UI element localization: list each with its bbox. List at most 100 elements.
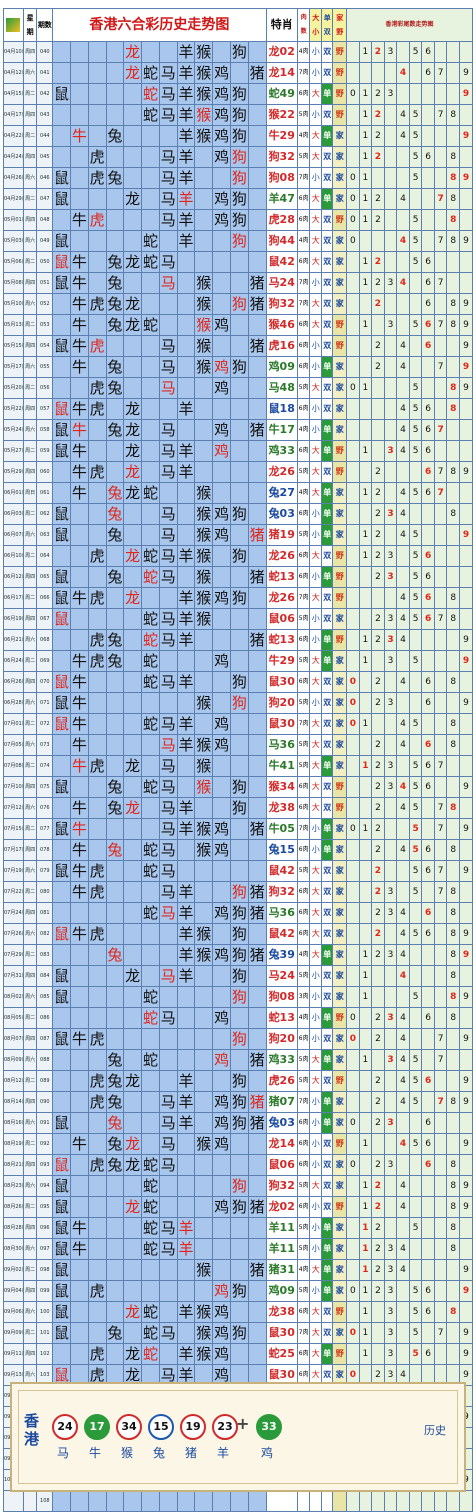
digit-cell: 6 [421, 1301, 435, 1323]
zodiac-cell-empty [247, 650, 267, 672]
zodiac-cell: 狗 [229, 503, 249, 525]
wuxing-cell: 6肉 [296, 188, 311, 210]
digit-cell-empty [358, 1007, 373, 1029]
zodiac-cell-empty [123, 944, 143, 966]
oddeven-cell: 双 [320, 461, 334, 483]
zodiac-cell-empty [123, 125, 143, 147]
digit-cell-empty [408, 692, 423, 714]
zodiac-cell-empty [194, 650, 214, 672]
digit-cell-empty [358, 902, 373, 924]
digit-cell-empty [346, 860, 360, 882]
row-date: 08月02日 [3, 986, 24, 1008]
digit-cell: 0 [346, 1322, 360, 1344]
digit-cell-empty [358, 1490, 373, 1512]
banner-plus: + [236, 1414, 250, 1433]
bigsmall-cell: 大 [309, 1049, 322, 1071]
zodiac-cell-empty [105, 1364, 125, 1386]
zodiac-cell-empty [123, 167, 143, 189]
digit-cell: 6 [421, 1343, 435, 1365]
digit-cell-empty [408, 1028, 423, 1050]
zodiac-cell-empty [69, 1343, 89, 1365]
oddeven-cell: 双 [320, 776, 334, 798]
digit-cell: 5 [408, 1091, 423, 1113]
digit-cell: 9 [458, 629, 474, 651]
zodiac-cell: 牛 [69, 482, 89, 504]
table-row: 05月27日周二059鼠牛龙马羊鸡鸡336肉大单野13456 [3, 440, 474, 462]
digit-cell-empty [358, 776, 373, 798]
zodiac-cell-empty [87, 776, 107, 798]
digit-cell: 4 [396, 965, 410, 987]
digit-cell-empty [346, 104, 360, 126]
zodiac-cell: 蛇 [141, 860, 160, 882]
domestic-cell: 野 [332, 1301, 348, 1323]
zodiac-cell: 狗 [229, 146, 249, 168]
digit-cell-empty [446, 1259, 460, 1281]
zodiac-cell-empty [141, 125, 160, 147]
digit-cell-empty [433, 902, 448, 924]
row-issue: 093 [36, 1154, 54, 1176]
row-weekday: 周六 [22, 230, 38, 252]
row-weekday: 周二 [22, 83, 38, 105]
zodiac-cell-empty [194, 629, 214, 651]
table-row: 08月19日周二092牛兔龙马猴鸡龙146肉小双野14569 [3, 1133, 474, 1155]
digit-cell: 9 [458, 167, 474, 189]
digit-cell-empty [433, 125, 448, 147]
zodiac-cell-empty [141, 167, 160, 189]
digit-cell-empty [383, 671, 398, 693]
digit-cell: 5 [408, 524, 423, 546]
digit-cell: 4 [396, 482, 410, 504]
table-row: 07月08日周二074牛虎龙马猴牛415肉大单家123567 [3, 755, 474, 777]
row-issue: 083 [36, 944, 54, 966]
digit-cell-empty [408, 734, 423, 756]
zodiac-cell: 马 [158, 818, 178, 840]
zodiac-cell-empty [69, 503, 89, 525]
zodiac-cell-empty [212, 965, 231, 987]
oddeven-cell: 双 [320, 923, 334, 945]
row-date: 07月08日 [3, 755, 24, 777]
digit-cell: 4 [396, 440, 410, 462]
digit-cell: 9 [458, 1280, 474, 1302]
digit-cell-empty [446, 356, 460, 378]
zodiac-cell-empty [69, 62, 89, 84]
digit-cell: 7 [433, 62, 448, 84]
digit-cell-empty [371, 230, 385, 252]
digit-cell: 1 [358, 1196, 373, 1218]
row-date: 06月10日 [3, 545, 24, 567]
digit-cell: 8 [446, 671, 460, 693]
zodiac-cell-empty [123, 839, 143, 861]
zodiac-cell: 猴 [194, 503, 214, 525]
digit-cell-empty [458, 545, 474, 567]
zodiac-cell-empty [69, 1070, 89, 1092]
digit-cell: 7 [433, 797, 448, 819]
zodiac-cell-empty [176, 839, 196, 861]
digit-cell-empty [396, 314, 410, 336]
domestic-cell: 家 [332, 377, 348, 399]
digit-cell: 3 [383, 41, 398, 63]
digit-cell: 9 [458, 1322, 474, 1344]
zodiac-cell: 鸡 [212, 188, 231, 210]
zodiac-cell: 狗 [229, 944, 249, 966]
bigsmall-cell: 小 [309, 503, 322, 525]
wuxing-cell: 6肉 [296, 797, 311, 819]
zodiac-cell: 马 [158, 860, 178, 882]
digit-cell: 4 [396, 104, 410, 126]
digit-cell-empty [458, 482, 474, 504]
zodiac-cell-empty [247, 503, 267, 525]
wuxing-cell: 6肉 [296, 1343, 311, 1365]
history-link[interactable]: 历史 [424, 1424, 446, 1437]
zodiac-cell: 兔 [105, 776, 125, 798]
row-date: 08月28日 [3, 1217, 24, 1239]
zodiac-cell-empty [229, 1154, 249, 1176]
zodiac-cell-empty [69, 545, 89, 567]
zodiac-cell-empty [52, 1049, 71, 1071]
row-date: 06月21日 [3, 629, 24, 651]
zodiac-cell: 羊 [176, 671, 196, 693]
digit-cell-empty [371, 713, 385, 735]
zodiac-cell: 虎 [87, 1070, 107, 1092]
zodiac-cell: 马 [158, 1238, 178, 1260]
zodiac-cell: 鸡 [212, 356, 231, 378]
digit-cell: 9 [458, 524, 474, 546]
zodiac-cell: 猴 [194, 923, 214, 945]
zodiac-cell: 牛 [69, 1217, 89, 1239]
bigsmall-cell: 大 [309, 755, 322, 777]
